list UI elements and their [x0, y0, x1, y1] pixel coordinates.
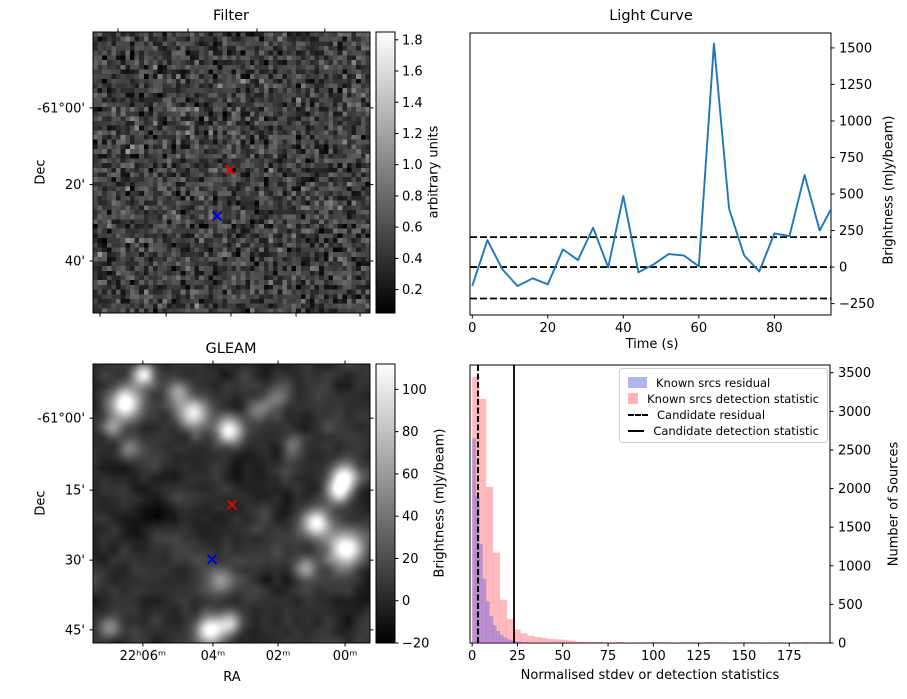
- svg-text:3500: 3500: [838, 366, 871, 381]
- svg-text:22ʰ06ᵐ: 22ʰ06ᵐ: [120, 649, 166, 664]
- legend-item-1: Known srcs detection statistic: [628, 391, 819, 406]
- svg-text:250: 250: [839, 224, 864, 239]
- svg-text:20': 20': [65, 178, 85, 193]
- svg-text:45': 45': [65, 623, 85, 638]
- svg-text:500: 500: [838, 598, 863, 613]
- svg-text:0.2: 0.2: [402, 283, 423, 298]
- legend-item-2: Candidate residual: [628, 407, 819, 422]
- stdev-axis-label: Normalised stdev or detection statistics: [520, 668, 780, 683]
- svg-text:1500: 1500: [838, 521, 871, 536]
- filter-colorbar-label: arbitrary units: [426, 125, 442, 219]
- svg-text:500: 500: [839, 188, 864, 203]
- svg-text:0.8: 0.8: [402, 189, 423, 204]
- svg-text:1000: 1000: [839, 114, 872, 129]
- svg-text:2000: 2000: [838, 482, 871, 497]
- svg-text:0.6: 0.6: [402, 221, 423, 236]
- legend-item-0: Known srcs residual: [628, 375, 819, 390]
- svg-text:3000: 3000: [838, 405, 871, 420]
- gleam-axes-box: [92, 363, 371, 644]
- svg-text:0: 0: [838, 637, 846, 652]
- svg-text:100: 100: [641, 649, 666, 664]
- legend-label: Candidate residual: [657, 407, 766, 422]
- svg-text:0: 0: [402, 594, 410, 609]
- legend-dashed-swatch: [628, 413, 648, 416]
- svg-text:1.4: 1.4: [402, 96, 423, 111]
- svg-text:−20: −20: [402, 637, 429, 652]
- svg-text:750: 750: [839, 151, 864, 166]
- gleam-ra-axis-label: RA: [223, 670, 241, 685]
- filter-panel-title: Filter: [213, 8, 249, 24]
- svg-text:-61°00': -61°00': [37, 412, 85, 427]
- svg-text:20: 20: [540, 321, 557, 336]
- legend-label: Known srcs detection statistic: [647, 391, 819, 406]
- gleam-colorbar-label: Brightness (mJy/beam): [432, 428, 448, 578]
- svg-text:1.6: 1.6: [402, 65, 423, 80]
- svg-text:04ᵐ: 04ᵐ: [201, 649, 226, 664]
- svg-text:80: 80: [402, 425, 419, 440]
- svg-text:125: 125: [686, 649, 711, 664]
- legend-patch-swatch: [628, 393, 639, 404]
- legend-item-3: Candidate detection statistic: [628, 423, 819, 438]
- svg-text:40: 40: [402, 510, 419, 525]
- histogram-series-detection: [472, 376, 817, 643]
- svg-text:-61°00': -61°00': [37, 101, 85, 116]
- svg-text:00ᵐ: 00ᵐ: [333, 649, 358, 664]
- svg-text:0: 0: [839, 261, 847, 276]
- legend-patch-swatch: [628, 377, 647, 388]
- svg-text:50: 50: [554, 649, 571, 664]
- svg-text:15': 15': [65, 484, 85, 499]
- svg-text:75: 75: [600, 649, 617, 664]
- svg-text:0.4: 0.4: [402, 252, 423, 267]
- light-curve-line: [471, 42, 831, 288]
- histogram-legend: Known srcs residual Known srcs detection …: [619, 368, 828, 443]
- gleam-panel-title: GLEAM: [205, 341, 257, 357]
- legend-solid-swatch: [628, 429, 645, 432]
- svg-text:20: 20: [402, 552, 419, 567]
- brightness-axis-label: Brightness (mJy/beam): [881, 115, 897, 265]
- svg-text:2500: 2500: [838, 443, 871, 458]
- legend-label: Candidate detection statistic: [653, 423, 819, 438]
- filter-dec-axis-label: Dec: [33, 159, 49, 185]
- svg-text:60: 60: [691, 321, 708, 336]
- svg-text:0: 0: [468, 321, 476, 336]
- svg-text:60: 60: [402, 467, 419, 482]
- svg-text:25: 25: [509, 649, 526, 664]
- svg-text:1.8: 1.8: [402, 33, 423, 48]
- svg-text:40: 40: [615, 321, 632, 336]
- light-curve-axes-box: [469, 32, 832, 316]
- histogram-axes-box: [469, 364, 831, 644]
- svg-text:175: 175: [777, 649, 802, 664]
- svg-text:1.2: 1.2: [402, 127, 423, 142]
- svg-text:150: 150: [732, 649, 757, 664]
- gleam-dec-axis-label: Dec: [33, 490, 49, 516]
- svg-text:0: 0: [468, 649, 476, 664]
- sources-axis-label: Number of Sources: [886, 441, 902, 567]
- svg-text:1000: 1000: [838, 559, 871, 574]
- svg-text:1250: 1250: [839, 78, 872, 93]
- svg-text:80: 80: [766, 321, 783, 336]
- svg-text:1500: 1500: [839, 41, 872, 56]
- svg-text:40': 40': [65, 255, 85, 270]
- filter-colorbar: [375, 31, 396, 314]
- svg-text:−250: −250: [839, 297, 875, 312]
- svg-text:02ᵐ: 02ᵐ: [266, 649, 291, 664]
- gleam-colorbar: [375, 363, 396, 644]
- filter-axes-box: [92, 31, 371, 314]
- light-curve-title: Light Curve: [609, 8, 693, 24]
- legend-label: Known srcs residual: [656, 375, 771, 390]
- time-axis-label: Time (s): [625, 337, 679, 352]
- svg-text:1.0: 1.0: [402, 158, 423, 173]
- svg-text:100: 100: [402, 383, 427, 398]
- svg-text:30': 30': [65, 554, 85, 569]
